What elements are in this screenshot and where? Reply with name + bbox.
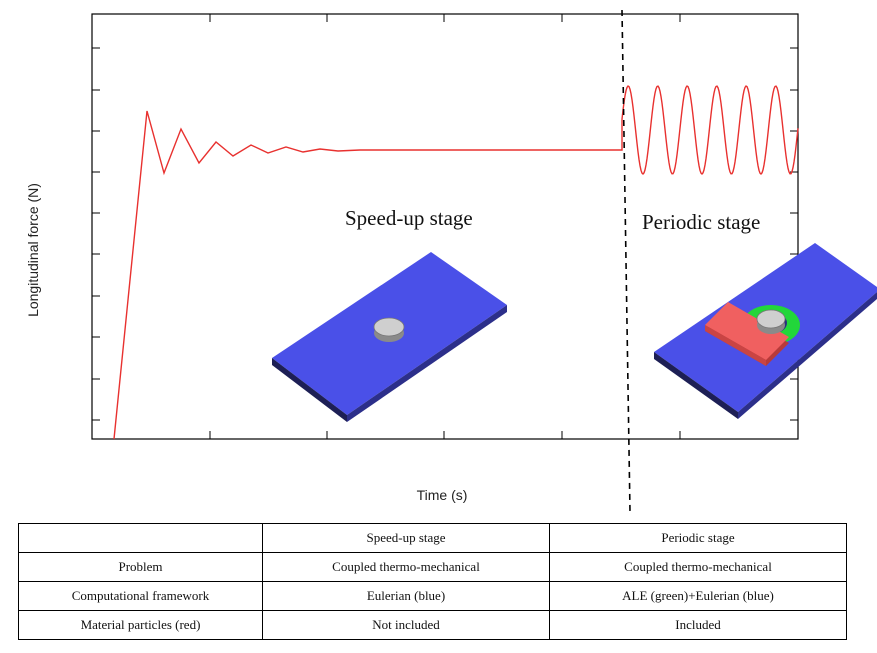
x-axis-label: Time (s) (417, 487, 468, 503)
header-cell: Periodic stage (549, 523, 847, 553)
force-curve (113, 85, 799, 440)
table-row: Material particles (red) Not included In… (18, 610, 847, 640)
tool-top (373, 317, 405, 337)
y-axis-label: Longitudinal force (N) (25, 183, 41, 317)
material-particles (705, 302, 789, 366)
table-cell: Coupled thermo-mechanical (549, 552, 847, 582)
speedup-model-illustration (272, 252, 507, 422)
plate-front-edge (654, 352, 738, 419)
periodic-model-illustration (654, 243, 877, 419)
table-cell: Coupled thermo-mechanical (262, 552, 550, 582)
table-cell: ALE (green)+Eulerian (blue) (549, 581, 847, 611)
table-cell: Included (549, 610, 847, 640)
plate-front-edge (272, 358, 347, 422)
speedup-stage-label: Speed-up stage (345, 206, 473, 230)
table-cell: Eulerian (blue) (262, 581, 550, 611)
stage-comparison-table: Speed-up stage Periodic stage Problem Co… (18, 523, 847, 640)
plate-right-edge (738, 292, 877, 419)
header-cell (18, 523, 263, 553)
table-header-row: Speed-up stage Periodic stage (18, 523, 847, 553)
stage-divider (621, 9, 631, 513)
row-label-cell: Computational framework (18, 581, 263, 611)
row-label-cell: Problem (18, 552, 263, 582)
axis-ticks (92, 14, 798, 439)
table-row: Computational framework Eulerian (blue) … (18, 581, 847, 611)
table-row: Problem Coupled thermo-mechanical Couple… (18, 552, 847, 582)
plate-right-edge (347, 305, 507, 422)
row-label-cell: Material particles (red) (18, 610, 263, 640)
periodic-stage-label: Periodic stage (642, 210, 760, 234)
plot-frame (91, 13, 799, 440)
header-cell: Speed-up stage (262, 523, 550, 553)
table-cell: Not included (262, 610, 550, 640)
tool-top (756, 309, 786, 329)
